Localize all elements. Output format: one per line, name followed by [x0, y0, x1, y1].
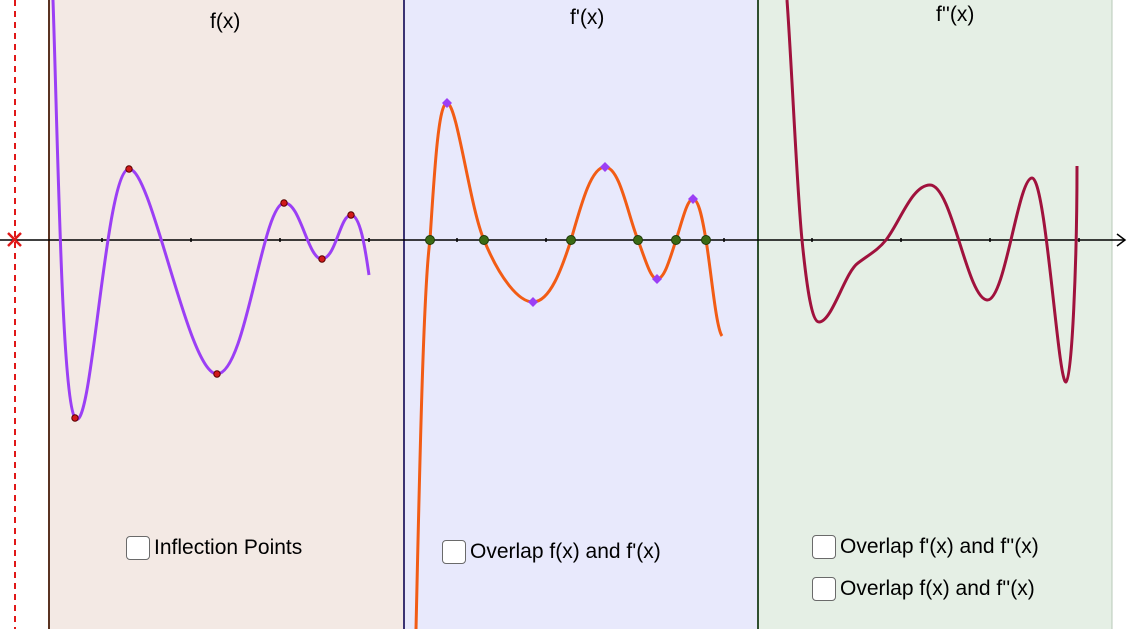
f-curve	[51, 0, 371, 421]
inflection-points-checkbox[interactable]: Inflection Points	[126, 536, 302, 560]
arrow-right-icon	[1116, 233, 1127, 247]
checkbox-box[interactable]	[812, 577, 836, 601]
f-extremum-point	[71, 414, 79, 422]
panel-title-f: f(x)	[210, 10, 241, 33]
fp-zero-point	[701, 235, 711, 245]
fp-zero-point	[566, 235, 576, 245]
checkbox-box[interactable]	[812, 535, 836, 559]
fp-zero-point	[479, 235, 489, 245]
fp-extremum-point	[652, 274, 662, 284]
fp-zero-point	[671, 235, 681, 245]
panel-fp-background	[404, 0, 758, 629]
f-extremum-point	[347, 211, 355, 219]
checkbox-box[interactable]	[126, 536, 150, 560]
cross-marker-icon[interactable]	[7, 232, 22, 247]
fp-extremum-point	[688, 194, 698, 204]
f-extremum-point	[280, 199, 288, 207]
fp-zero-point	[425, 235, 435, 245]
fp-extremum-point	[442, 98, 452, 108]
panel-f-background	[49, 0, 404, 629]
overlap-fp-fpp-label: Overlap f'(x) and f''(x)	[840, 535, 1039, 558]
overlap-f-fp-label: Overlap f(x) and f'(x)	[470, 540, 661, 563]
f-extremum-point	[318, 255, 326, 263]
overlap-fp-fpp-checkbox[interactable]: Overlap f'(x) and f''(x)	[812, 535, 1039, 559]
f-extremum-point	[125, 165, 133, 173]
fp-zero-point	[633, 235, 643, 245]
f-extremum-point	[213, 370, 221, 378]
overlap-f-fpp-label: Overlap f(x) and f''(x)	[840, 577, 1035, 600]
panel-fpp-background	[758, 0, 1112, 629]
panel-title-fp: f'(x)	[570, 6, 605, 29]
fpp-curve	[785, 0, 1079, 384]
f-extrema-points	[71, 165, 355, 422]
fp-zero-points	[425, 235, 711, 245]
overlap-f-fp-checkbox[interactable]: Overlap f(x) and f'(x)	[442, 540, 661, 564]
fp-extremum-point	[600, 162, 610, 172]
panel-title-fpp: f''(x)	[936, 3, 975, 26]
overlap-f-fpp-checkbox[interactable]: Overlap f(x) and f''(x)	[812, 577, 1035, 601]
inflection-points-label: Inflection Points	[154, 536, 303, 559]
fp-extremum-point	[528, 297, 538, 307]
checkbox-box[interactable]	[442, 540, 466, 564]
fp-extrema-points	[442, 98, 698, 307]
